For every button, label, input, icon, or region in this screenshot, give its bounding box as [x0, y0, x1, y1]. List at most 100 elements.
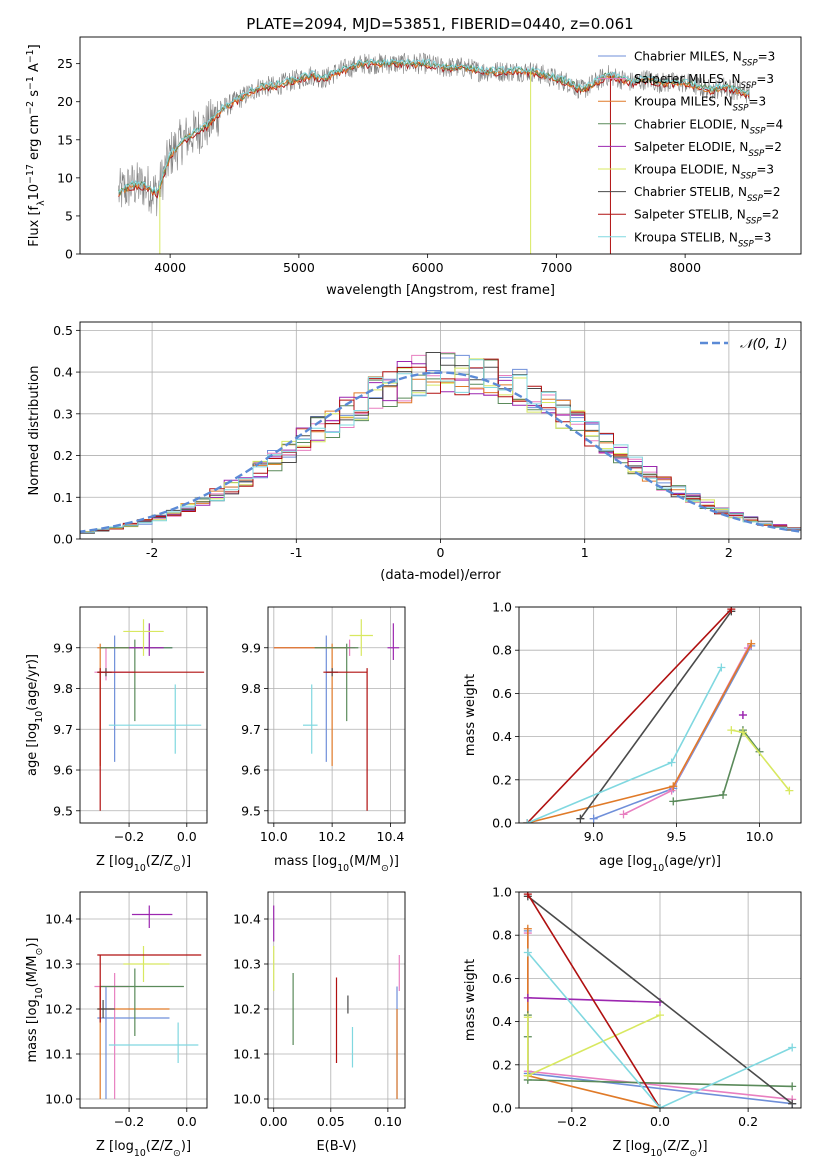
legend-text: =2 [764, 140, 782, 154]
y-tick-label: 0.4 [492, 1014, 512, 1029]
y-tick-label: 9.6 [241, 763, 261, 778]
x-axis-label: age [log10(age/yr)] [599, 854, 721, 874]
axes-frame [79, 321, 802, 540]
x-tick-label: 10.0 [260, 829, 288, 844]
x-tick-label: −0.2 [557, 1114, 587, 1129]
legend-text: Kroupa MILES, N [634, 95, 733, 109]
label-part: ⊙ [381, 863, 389, 874]
weight-lines [523, 607, 794, 823]
y-tick-label: 10.2 [233, 1002, 261, 1017]
legend-text: =3 [756, 163, 774, 177]
label-part: age [log [599, 854, 652, 869]
axes-frame [267, 606, 406, 824]
x-tick-label: 9.5 [667, 829, 687, 844]
panel-mass_vs_EBV: 0.00 0.05 0.10 10.0 10.1 10.2 10.3 10.4 E(B-V) [233, 891, 406, 1154]
x-tick-label: 9.0 [584, 829, 604, 844]
weight-point [619, 810, 628, 819]
y-tick-label: 0.4 [53, 365, 73, 380]
y-axis-label: Flux [fλ10−17 erg cm−2 s−1 A−1] [25, 44, 47, 246]
weight-point [589, 814, 598, 823]
legend-entry: Salpeter STELIB, NSSP=2 [634, 208, 779, 227]
normal-curve-line [80, 371, 801, 533]
label-part: (M/M [25, 956, 40, 988]
weight-line [527, 895, 793, 1105]
label-part: ⊙ [34, 948, 45, 956]
axes-frame [79, 891, 208, 1109]
weight-point [788, 1043, 797, 1052]
legend-text: SSP [748, 149, 765, 159]
y-tick-label: 0.0 [53, 532, 73, 547]
label-part: 10 [27, 184, 42, 201]
legend-text: SSP [738, 239, 755, 249]
x-axis-label: Z [log10(Z/Z⊙)] [612, 1139, 707, 1159]
y-tick-label: 10.0 [45, 1092, 73, 1107]
legend-text: =3 [749, 95, 767, 109]
weight-point [656, 1011, 664, 1020]
y-tick-label: 10.1 [233, 1047, 261, 1062]
weight-point [788, 1099, 797, 1108]
legend-text: Chabrier MILES, N [634, 50, 742, 64]
x-tick-label: −0.2 [114, 1114, 144, 1129]
legend-text: SSP [747, 194, 764, 204]
x-tick-label: 0.0 [650, 1114, 670, 1129]
y-tick-label: 10.1 [45, 1047, 73, 1062]
y-tick-label: 0.1 [53, 490, 73, 505]
x-tick-label: 2 [725, 545, 733, 560]
legend-entry: Kroupa ELODIE, NSSP=3 [634, 163, 774, 182]
weight-point [667, 758, 676, 767]
errorbars [94, 905, 202, 1099]
weight-line [527, 951, 793, 1108]
legend-text: Chabrier STELIB, N [634, 185, 747, 199]
legend-entry: 𝒩(0, 1) [740, 337, 787, 352]
y-axis-label: mass [log10(M/M⊙)] [25, 938, 45, 1063]
legend-text: =2 [762, 208, 780, 222]
x-tick-label: −0.2 [114, 829, 144, 844]
y-tick-label: 0.2 [492, 1057, 512, 1072]
x-tick-label: 0.0 [177, 829, 197, 844]
y-tick-label: 15 [57, 132, 73, 147]
legend-text: SSP [741, 172, 758, 182]
y-tick-label: 9.8 [241, 681, 261, 696]
weight-point [727, 607, 736, 614]
y-tick-label: 0.8 [492, 928, 512, 943]
weight-point [576, 814, 585, 823]
y-tick-label: 0.4 [492, 729, 512, 744]
y-tick-label: 9.6 [53, 763, 73, 778]
y-tick-label: 0.8 [492, 643, 512, 658]
label-part: )] [25, 938, 40, 948]
x-tick-label: 8000 [669, 260, 701, 275]
legend-text: SSP [750, 126, 767, 136]
weight-line [673, 728, 761, 803]
label-part: 10 [34, 711, 45, 723]
label-part: (M/M [349, 854, 381, 869]
y-tick-label: 1.0 [492, 600, 512, 615]
weight-point [785, 786, 794, 795]
weight-point [667, 786, 676, 795]
panel-massweight_vs_age: 9.0 9.5 10.0 0.0 0.2 0.4 0.6 0.8 1.0 age [log10(a… [463, 600, 802, 874]
errorbars [273, 905, 400, 1099]
x-tick-label: 0.05 [317, 1114, 345, 1129]
label-part: (Z/Z [662, 1139, 689, 1154]
legend-text: =3 [756, 72, 774, 86]
y-tick-label: 25 [57, 56, 73, 71]
errorbars [94, 619, 205, 811]
x-tick-label: 6000 [412, 260, 444, 275]
figure-title: PLATE=2094, MJD=53851, FIBERID=0440, z=0… [246, 15, 633, 33]
weight-point [523, 993, 532, 1002]
y-tick-label: 10.4 [233, 912, 261, 927]
model-spectrum-line [118, 57, 750, 194]
x-tick-label: 0.2 [738, 1114, 758, 1129]
label-part: )] [181, 1139, 191, 1154]
y-tick-label: 10.3 [233, 957, 261, 972]
label-part: λ [36, 200, 47, 206]
weight-point [747, 639, 756, 648]
y-tick-label: 0.0 [492, 1101, 512, 1116]
label-part: s [27, 90, 42, 101]
y-axis-label: mass weight [463, 674, 478, 756]
x-tick-label: 10.0 [746, 829, 774, 844]
y-tick-label: 10.3 [45, 957, 73, 972]
weight-point [523, 924, 532, 933]
y-tick-label: 0.2 [53, 448, 73, 463]
axes-frame [79, 606, 208, 824]
y-tick-label: 0.6 [492, 686, 512, 701]
